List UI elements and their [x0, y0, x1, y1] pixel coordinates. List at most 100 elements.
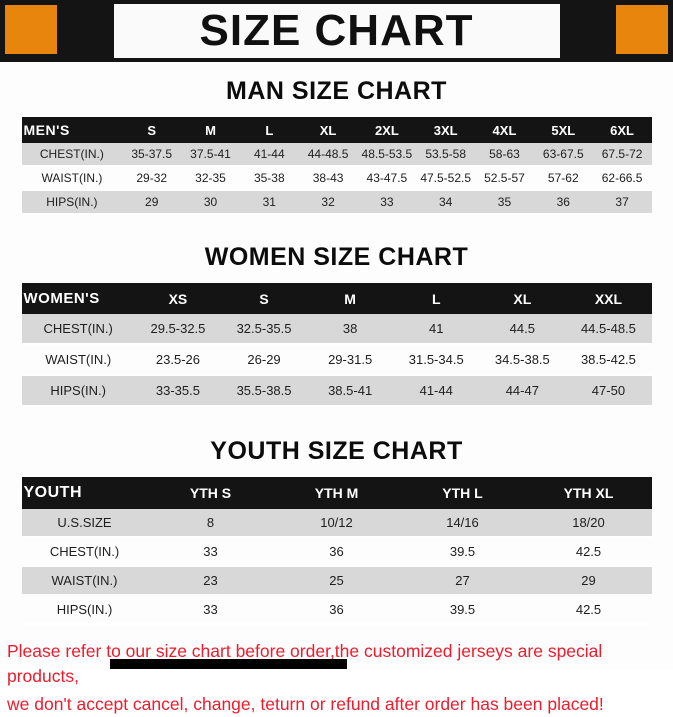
size-column-header: YTH L: [399, 477, 526, 509]
size-value: 34.5-38.5: [494, 352, 550, 367]
row-label: CHEST(IN.): [43, 321, 113, 336]
section-heading: WOMEN SIZE CHART: [204, 243, 469, 271]
size-column-header: XL: [479, 283, 566, 314]
size-value: 47.5-52.5: [420, 171, 472, 185]
size-value: 38: [342, 321, 358, 336]
size-column-header: S: [122, 117, 182, 143]
size-value: 25: [329, 573, 344, 588]
size-value: 29: [145, 195, 159, 209]
table-header-row: YOUTH YTH S YTH M YTH L YTH XL: [21, 477, 652, 509]
size-value: 23: [203, 573, 218, 588]
size-value: 53.5-58: [425, 147, 467, 161]
size-value: 32.5-35.5: [236, 321, 292, 336]
size-value: 29: [581, 573, 596, 588]
size-value: 33: [203, 544, 218, 559]
size-value: 41: [428, 321, 444, 336]
size-value: 30: [203, 195, 218, 209]
table-header-row: WOMEN'S XS S M L XL XXL: [21, 283, 652, 314]
row-label: CHEST(IN.): [39, 147, 104, 161]
size-value: 38-43: [312, 171, 344, 185]
size-value: 33-35.5: [155, 383, 200, 398]
table-header-row: MEN'S S M L XL 2XL 3XL 4XL 5XL 6XL: [21, 117, 652, 143]
size-value: 39.5: [449, 602, 476, 617]
size-value: 33: [380, 195, 394, 209]
size-value: 44.5: [509, 321, 535, 336]
size-column-header: L: [393, 283, 480, 314]
size-value: 10/12: [320, 515, 353, 530]
size-value: 32-35: [195, 171, 226, 185]
title-panel: SIZE CHART: [113, 4, 560, 58]
size-value: 44.5-48.5: [580, 321, 636, 336]
measurement-row: WAIST(IN.) 29-32 32-35 35-38 38-43 43-47.5 47.…: [21, 166, 652, 190]
size-value: 31.5-34.5: [408, 352, 464, 367]
size-value: 63-67.5: [542, 147, 584, 161]
row-label: HIPS(IN.): [56, 602, 113, 617]
size-column-header: 3XL: [416, 117, 476, 143]
size-column-header: 4XL: [475, 117, 534, 143]
size-value: 52.5-57: [484, 171, 525, 185]
size-value: 27: [455, 573, 470, 588]
size-column-header: XL: [298, 117, 358, 143]
size-column-header: L: [239, 117, 299, 143]
size-value: 31: [262, 195, 276, 209]
size-value: 44-47: [505, 383, 539, 398]
size-value: 39.5: [449, 544, 476, 559]
banner: SIZE CHART: [0, 0, 673, 62]
footer-note-line-2: we don't accept cancel, change, teturn o…: [7, 693, 604, 714]
size-value: 37.5-41: [190, 147, 231, 161]
size-value: 32: [321, 195, 335, 209]
size-value: 41-44: [419, 383, 453, 398]
row-label: HIPS(IN.): [46, 195, 98, 209]
size-value: 35-38: [253, 171, 285, 185]
measurement-row: HIPS(IN.) 33 36 39.5 42.5: [21, 595, 652, 624]
size-column-header: XXL: [565, 283, 652, 314]
size-value: 14/16: [446, 515, 479, 530]
size-value: 36: [556, 195, 570, 209]
section-heading: MAN SIZE CHART: [226, 77, 447, 105]
measurement-row: CHEST(IN.) 29.5-32.5 32.5-35.5 38 41 44.5 44.5…: [21, 314, 652, 344]
size-column-header: YTH XL: [525, 477, 652, 509]
size-table: MEN'S S M L XL 2XL 3XL 4XL 5XL 6XL CHEST(IN.) 35-37…: [21, 117, 652, 215]
size-value: 8: [206, 515, 215, 530]
size-value: 36: [329, 544, 344, 559]
size-column-header: YTH M: [273, 477, 400, 509]
measurement-row: WAIST(IN.) 23 25 27 29: [21, 566, 652, 595]
table-group-header: YOUTH: [21, 477, 148, 509]
size-value: 29-31.5: [328, 352, 373, 367]
banner-right-accent-block: [616, 5, 668, 54]
size-column-header: YTH S: [147, 477, 274, 509]
size-column-header: 6XL: [592, 117, 652, 143]
size-column-header: M: [307, 283, 394, 314]
size-chart-section: YOUTH SIZE CHART YOUTH YTH S YTH M YTH L YTH …: [0, 437, 673, 625]
size-value: 35: [497, 195, 512, 209]
size-column-header: 5XL: [533, 117, 593, 143]
size-chart-sections: MAN SIZE CHART MEN'S S M L XL 2XL 3XL 4XL 5XL 6XL C…: [0, 77, 673, 625]
size-table: WOMEN'S XS S M L XL XXL CHEST(IN.) 29.5-32.5 32.5…: [21, 283, 652, 407]
size-value: 35-37.5: [131, 147, 173, 161]
size-column-header: S: [220, 283, 308, 314]
size-value: 34: [439, 195, 453, 209]
page-title: SIZE CHART: [199, 6, 474, 55]
section-heading: YOUTH SIZE CHART: [210, 437, 463, 465]
size-value: 33: [203, 602, 218, 617]
row-label: WAIST(IN.): [51, 573, 118, 588]
size-value: 41-44: [253, 147, 285, 161]
measurement-row: CHEST(IN.) 33 36 39.5 42.5: [21, 537, 652, 566]
size-value: 42.5: [575, 544, 602, 559]
size-value: 23.5-26: [155, 352, 200, 367]
bottom-bar-decoration: [110, 659, 347, 669]
size-column-header: M: [181, 117, 240, 143]
measurement-row: CHEST(IN.) 35-37.5 37.5-41 41-44 44-48.5 48.5…: [21, 143, 652, 166]
size-column-header: XS: [134, 283, 221, 314]
size-chart-section: WOMEN SIZE CHART WOMEN'S XS S M L XL XXL CHEST(I…: [0, 243, 673, 407]
size-value: 42.5: [575, 602, 602, 617]
size-value: 26-29: [247, 352, 281, 367]
size-value: 38.5-42.5: [580, 352, 636, 367]
row-label: U.S.SIZE: [57, 515, 112, 530]
size-value: 67.5-72: [601, 147, 643, 161]
size-chart-section: MAN SIZE CHART MEN'S S M L XL 2XL 3XL 4XL 5XL 6XL C…: [0, 77, 673, 215]
size-value: 44-48.5: [307, 147, 349, 161]
size-value: 38.5-41: [328, 383, 373, 398]
banner-left-accent-block: [5, 5, 57, 54]
